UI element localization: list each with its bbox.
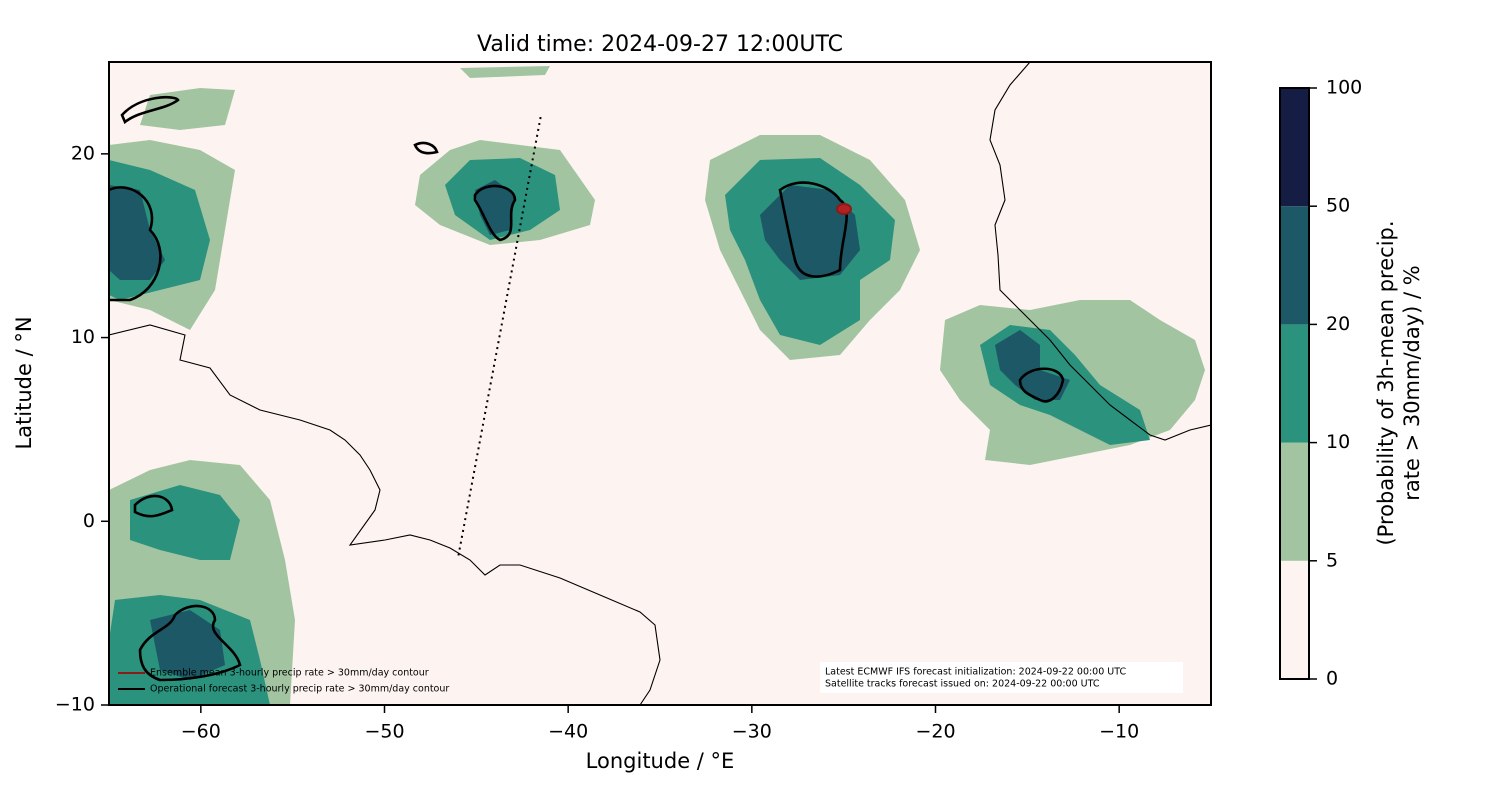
x-tick-label: −30 [732,721,772,743]
x-tick-label: −20 [915,721,955,743]
colorbar-segment [1280,324,1309,443]
colorbar-tick-label: 10 [1326,431,1350,453]
precip-fields [109,62,1211,705]
y-tick-label: −10 [55,694,95,716]
precip-region [109,185,165,280]
chart-title: Valid time: 2024-09-27 12:00UTC [477,32,843,57]
y-tick-label: 20 [71,142,95,164]
y-axis-label: Latitude / °N [12,316,36,449]
annotation-box [820,662,1183,693]
colorbar-segment [1280,442,1309,561]
satellite-track [456,116,542,559]
axes-frame [108,61,1212,706]
operational-contour [120,95,180,125]
coastline [109,324,661,705]
legend-label: Ensemble mean 3-hourly precip rate > 30m… [150,668,429,679]
precip-region [130,485,240,560]
precip-region [150,610,225,680]
x-tick-label: −50 [364,721,404,743]
colorbar-label: rate > 30mm/day) / % [1400,265,1424,501]
operational-contour [473,184,517,242]
colorbar-tick-label: 5 [1326,549,1338,571]
legend-label: Operational forecast 3-hourly precip rat… [150,684,449,695]
colorbar-label: (Probability of 3h-mean precip. [1374,220,1398,545]
colorbar-tick-label: 20 [1326,313,1350,335]
x-axis-label: Longitude / °E [586,749,735,773]
x-tick-label: −60 [181,721,221,743]
colorbar-segment [1280,206,1309,325]
precip-region [460,66,550,78]
colorbar-segment [1280,560,1309,679]
precip-region [995,330,1070,400]
x-tick-label: −40 [548,721,588,743]
annotation: Satellite tracks forecast issued on: 202… [825,679,1100,690]
colorbar-tick-label: 0 [1326,668,1338,690]
colorbar-frame [1279,87,1310,680]
ensemble-contour [836,203,852,215]
operational-contour [1018,367,1065,403]
y-tick-label: 10 [71,326,95,348]
x-tick-label: −10 [1099,721,1139,743]
colorbar-tick-label: 100 [1326,77,1362,99]
operational-contour [778,181,848,278]
colorbar-tick-label: 50 [1326,195,1350,217]
operational-contour [133,494,174,518]
annotation: Latest ECMWF IFS forecast initialization… [825,667,1126,678]
y-tick-label: 0 [83,510,95,532]
colorbar-segment [1280,88,1309,207]
operational-contour [138,604,242,682]
operational-contour [413,141,439,155]
operational-contour [109,186,162,302]
coastline [989,62,1211,441]
